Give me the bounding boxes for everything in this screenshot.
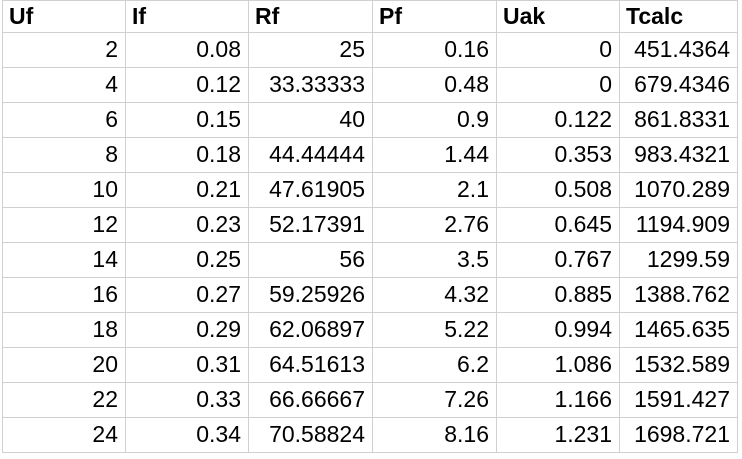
table-cell[interactable]: 52.17391 (249, 208, 373, 243)
table-cell[interactable]: 33.33333 (249, 68, 373, 103)
table-cell[interactable]: 16 (3, 278, 126, 313)
table-cell[interactable]: 0.33 (126, 383, 249, 418)
table-cell[interactable]: 25 (249, 33, 373, 68)
table-cell[interactable]: 14 (3, 243, 126, 278)
table-cell[interactable]: 2 (3, 33, 126, 68)
table-cell[interactable]: 1532.589 (620, 348, 738, 383)
table-cell[interactable]: 0.21 (126, 173, 249, 208)
table-cell[interactable]: 4.32 (373, 278, 497, 313)
table-cell[interactable]: 0.885 (497, 278, 620, 313)
column-header-cell[interactable]: If (126, 1, 249, 33)
table-cell[interactable]: 0.15 (126, 103, 249, 138)
table-cell[interactable]: 20 (3, 348, 126, 383)
table-cell[interactable]: 66.66667 (249, 383, 373, 418)
table-cell[interactable]: 1070.289 (620, 173, 738, 208)
table-cell[interactable]: 679.4346 (620, 68, 738, 103)
table-cell[interactable]: 2.1 (373, 173, 497, 208)
table-cell[interactable]: 0.645 (497, 208, 620, 243)
table-cell[interactable]: 0 (497, 33, 620, 68)
table-cell[interactable]: 6 (3, 103, 126, 138)
table-cell[interactable]: 0.767 (497, 243, 620, 278)
table-cell[interactable]: 861.8331 (620, 103, 738, 138)
table-cell[interactable]: 0 (497, 68, 620, 103)
table-cell[interactable]: 1698.721 (620, 418, 738, 453)
table-cell[interactable]: 0.508 (497, 173, 620, 208)
table-cell[interactable]: 0.48 (373, 68, 497, 103)
table-cell[interactable]: 1591.427 (620, 383, 738, 418)
table-cell[interactable]: 7.26 (373, 383, 497, 418)
table-cell[interactable]: 10 (3, 173, 126, 208)
column-header-cell[interactable]: Uf (3, 1, 126, 33)
table-cell[interactable]: 451.4364 (620, 33, 738, 68)
table-cell[interactable]: 18 (3, 313, 126, 348)
table-cell[interactable]: 0.23 (126, 208, 249, 243)
column-header-cell[interactable]: Rf (249, 1, 373, 33)
table-cell[interactable]: 64.51613 (249, 348, 373, 383)
table-cell[interactable]: 1388.762 (620, 278, 738, 313)
table-cell[interactable]: 0.16 (373, 33, 497, 68)
table-cell[interactable]: 0.122 (497, 103, 620, 138)
table-cell[interactable]: 59.25926 (249, 278, 373, 313)
table-cell[interactable]: 62.06897 (249, 313, 373, 348)
table-cell[interactable]: 4 (3, 68, 126, 103)
column-header-cell[interactable]: Uak (497, 1, 620, 33)
table-cell[interactable]: 56 (249, 243, 373, 278)
table-cell[interactable]: 3.5 (373, 243, 497, 278)
table-cell[interactable]: 0.34 (126, 418, 249, 453)
column-header-cell[interactable]: Pf (373, 1, 497, 33)
table-cell[interactable]: 6.2 (373, 348, 497, 383)
table-cell[interactable]: 70.58824 (249, 418, 373, 453)
table-cell[interactable]: 1194.909 (620, 208, 738, 243)
table-cell[interactable]: 0.25 (126, 243, 249, 278)
table-cell[interactable]: 44.44444 (249, 138, 373, 173)
table-cell[interactable]: 0.9 (373, 103, 497, 138)
table-cell[interactable]: 0.08 (126, 33, 249, 68)
table-cell[interactable]: 0.31 (126, 348, 249, 383)
table-cell[interactable]: 1299.59 (620, 243, 738, 278)
table-cell[interactable]: 1465.635 (620, 313, 738, 348)
table-cell[interactable]: 1.086 (497, 348, 620, 383)
table-cell[interactable]: 0.27 (126, 278, 249, 313)
data-table: Uf If Rf Pf Uak Tcalc 2 0.08 25 0.16 0 451.4364 4 0.1… (2, 0, 738, 453)
table-cell[interactable]: 0.353 (497, 138, 620, 173)
table-cell[interactable]: 0.29 (126, 313, 249, 348)
table-cell[interactable]: 12 (3, 208, 126, 243)
table-cell[interactable]: 5.22 (373, 313, 497, 348)
table-cell[interactable]: 24 (3, 418, 126, 453)
table-cell[interactable]: 0.994 (497, 313, 620, 348)
table-cell[interactable]: 983.4321 (620, 138, 738, 173)
table-cell[interactable]: 1.166 (497, 383, 620, 418)
table-cell[interactable]: 8 (3, 138, 126, 173)
table-cell[interactable]: 1.231 (497, 418, 620, 453)
table-cell[interactable]: 0.12 (126, 68, 249, 103)
table-cell[interactable]: 8.16 (373, 418, 497, 453)
table-cell[interactable]: 22 (3, 383, 126, 418)
table-cell[interactable]: 47.61905 (249, 173, 373, 208)
table-cell[interactable]: 1.44 (373, 138, 497, 173)
table-cell[interactable]: 40 (249, 103, 373, 138)
column-header-cell[interactable]: Tcalc (620, 1, 738, 33)
table-cell[interactable]: 2.76 (373, 208, 497, 243)
table-cell[interactable]: 0.18 (126, 138, 249, 173)
